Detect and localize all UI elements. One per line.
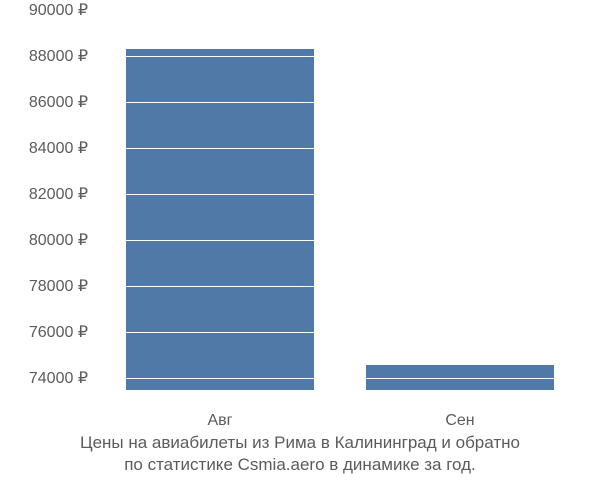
- x-tick-label: Авг: [207, 412, 232, 430]
- y-tick-label: 82000 ₽: [0, 184, 88, 204]
- x-tick-label: Сен: [445, 412, 474, 430]
- chart-caption: Цены на авиабилеты из Рима в Калининград…: [0, 432, 600, 476]
- bar: [126, 49, 313, 390]
- caption-line: Цены на авиабилеты из Рима в Калининград…: [0, 432, 600, 454]
- gridline: [100, 194, 580, 195]
- gridline: [100, 102, 580, 103]
- y-tick-label: 80000 ₽: [0, 230, 88, 250]
- gridline: [100, 10, 580, 11]
- gridline: [100, 332, 580, 333]
- y-tick-label: 90000 ₽: [0, 0, 88, 20]
- gridline: [100, 240, 580, 241]
- price-chart: 74000 ₽ 76000 ₽ 78000 ₽ 80000 ₽ 82000 ₽ 84000…: [0, 0, 600, 500]
- y-tick-label: 74000 ₽: [0, 368, 88, 388]
- y-tick-label: 88000 ₽: [0, 46, 88, 66]
- bar: [366, 365, 553, 390]
- y-tick-label: 84000 ₽: [0, 138, 88, 158]
- y-tick-label: 76000 ₽: [0, 322, 88, 342]
- y-tick-label: 78000 ₽: [0, 276, 88, 296]
- gridline: [100, 286, 580, 287]
- gridline: [100, 56, 580, 57]
- caption-line: по статистике Csmia.aero в динамике за г…: [0, 454, 600, 476]
- gridline: [100, 148, 580, 149]
- y-tick-label: 86000 ₽: [0, 92, 88, 112]
- gridline: [100, 378, 580, 379]
